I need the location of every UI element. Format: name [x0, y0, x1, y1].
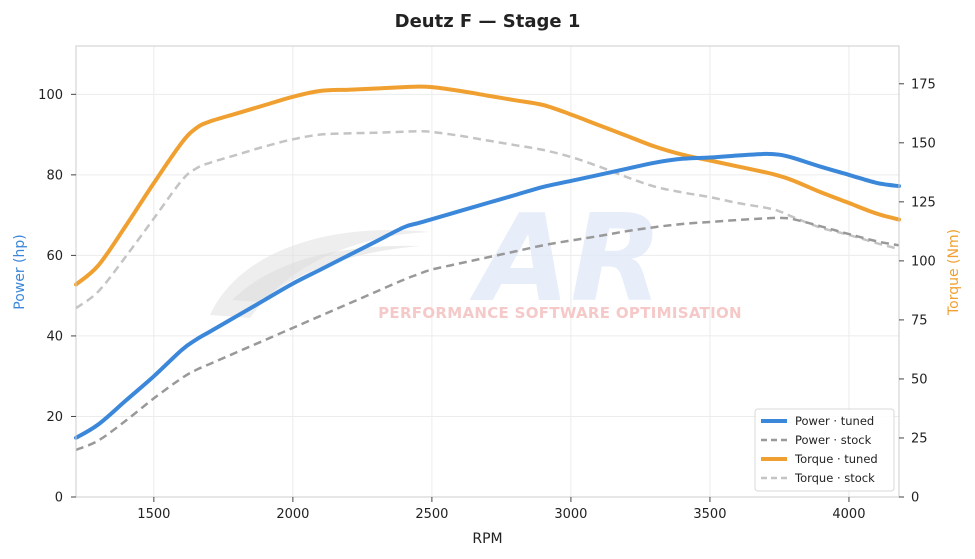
right-tick-label: 0 [911, 491, 919, 506]
right-axis-ticks: 0 25 50 75 100 125 150 175 [899, 77, 936, 506]
left-tick-label: 20 [46, 410, 63, 425]
right-tick-label: 175 [911, 77, 936, 92]
left-tick-label: 40 [46, 329, 63, 344]
right-tick-label: 50 [911, 372, 928, 387]
watermark-subtitle: PERFORMANCE SOFTWARE OPTIMISATION [378, 304, 742, 322]
right-tick-label: 25 [911, 431, 928, 446]
series-layer [74, 84, 901, 452]
left-tick-label: 100 [38, 88, 63, 103]
watermark-swoosh-2 [232, 245, 420, 302]
series-line-power-tuned [74, 151, 901, 440]
legend-label: Power · tuned [795, 414, 874, 428]
x-axis-label: RPM [472, 531, 502, 547]
chart-title: Deutz F — Stage 1 [395, 11, 581, 32]
watermark-logo: AR PERFORMANCE SOFTWARE OPTIMISATION [210, 190, 742, 329]
x-axis-ticks: 1500 2000 2500 3000 3500 4000 [137, 497, 865, 522]
right-tick-label: 100 [911, 254, 936, 269]
series-line-power-stock [75, 216, 900, 452]
legend: Power · tuned Power · stock Torque · tuned… [754, 408, 895, 492]
left-axis-label: Power (hp) [12, 234, 28, 309]
plot-frame [75, 45, 900, 498]
legend-label: Power · stock [795, 433, 872, 447]
x-tick-label: 4000 [832, 507, 865, 522]
legend-label: Torque · tuned [794, 452, 878, 466]
watermark-logo-text: AR [469, 190, 662, 329]
x-tick-label: 2000 [276, 507, 309, 522]
x-tick-label: 3500 [693, 507, 726, 522]
legend-label: Torque · stock [794, 471, 875, 485]
legend-box [754, 408, 895, 492]
right-tick-label: 75 [911, 313, 928, 328]
right-axis-label: Torque (Nm) [946, 229, 962, 316]
left-axis-ticks: 0 20 40 60 80 100 [38, 88, 76, 506]
left-tick-label: 80 [46, 168, 63, 183]
series-line-torque-tuned [74, 84, 901, 287]
left-tick-label: 60 [46, 249, 63, 264]
x-tick-label: 1500 [137, 507, 170, 522]
right-tick-label: 125 [911, 195, 936, 210]
x-tick-label: 2500 [415, 507, 448, 522]
right-tick-label: 150 [911, 136, 936, 151]
series-line-torque-stock [75, 129, 900, 310]
left-tick-label: 0 [55, 491, 63, 506]
x-tick-label: 3000 [554, 507, 587, 522]
